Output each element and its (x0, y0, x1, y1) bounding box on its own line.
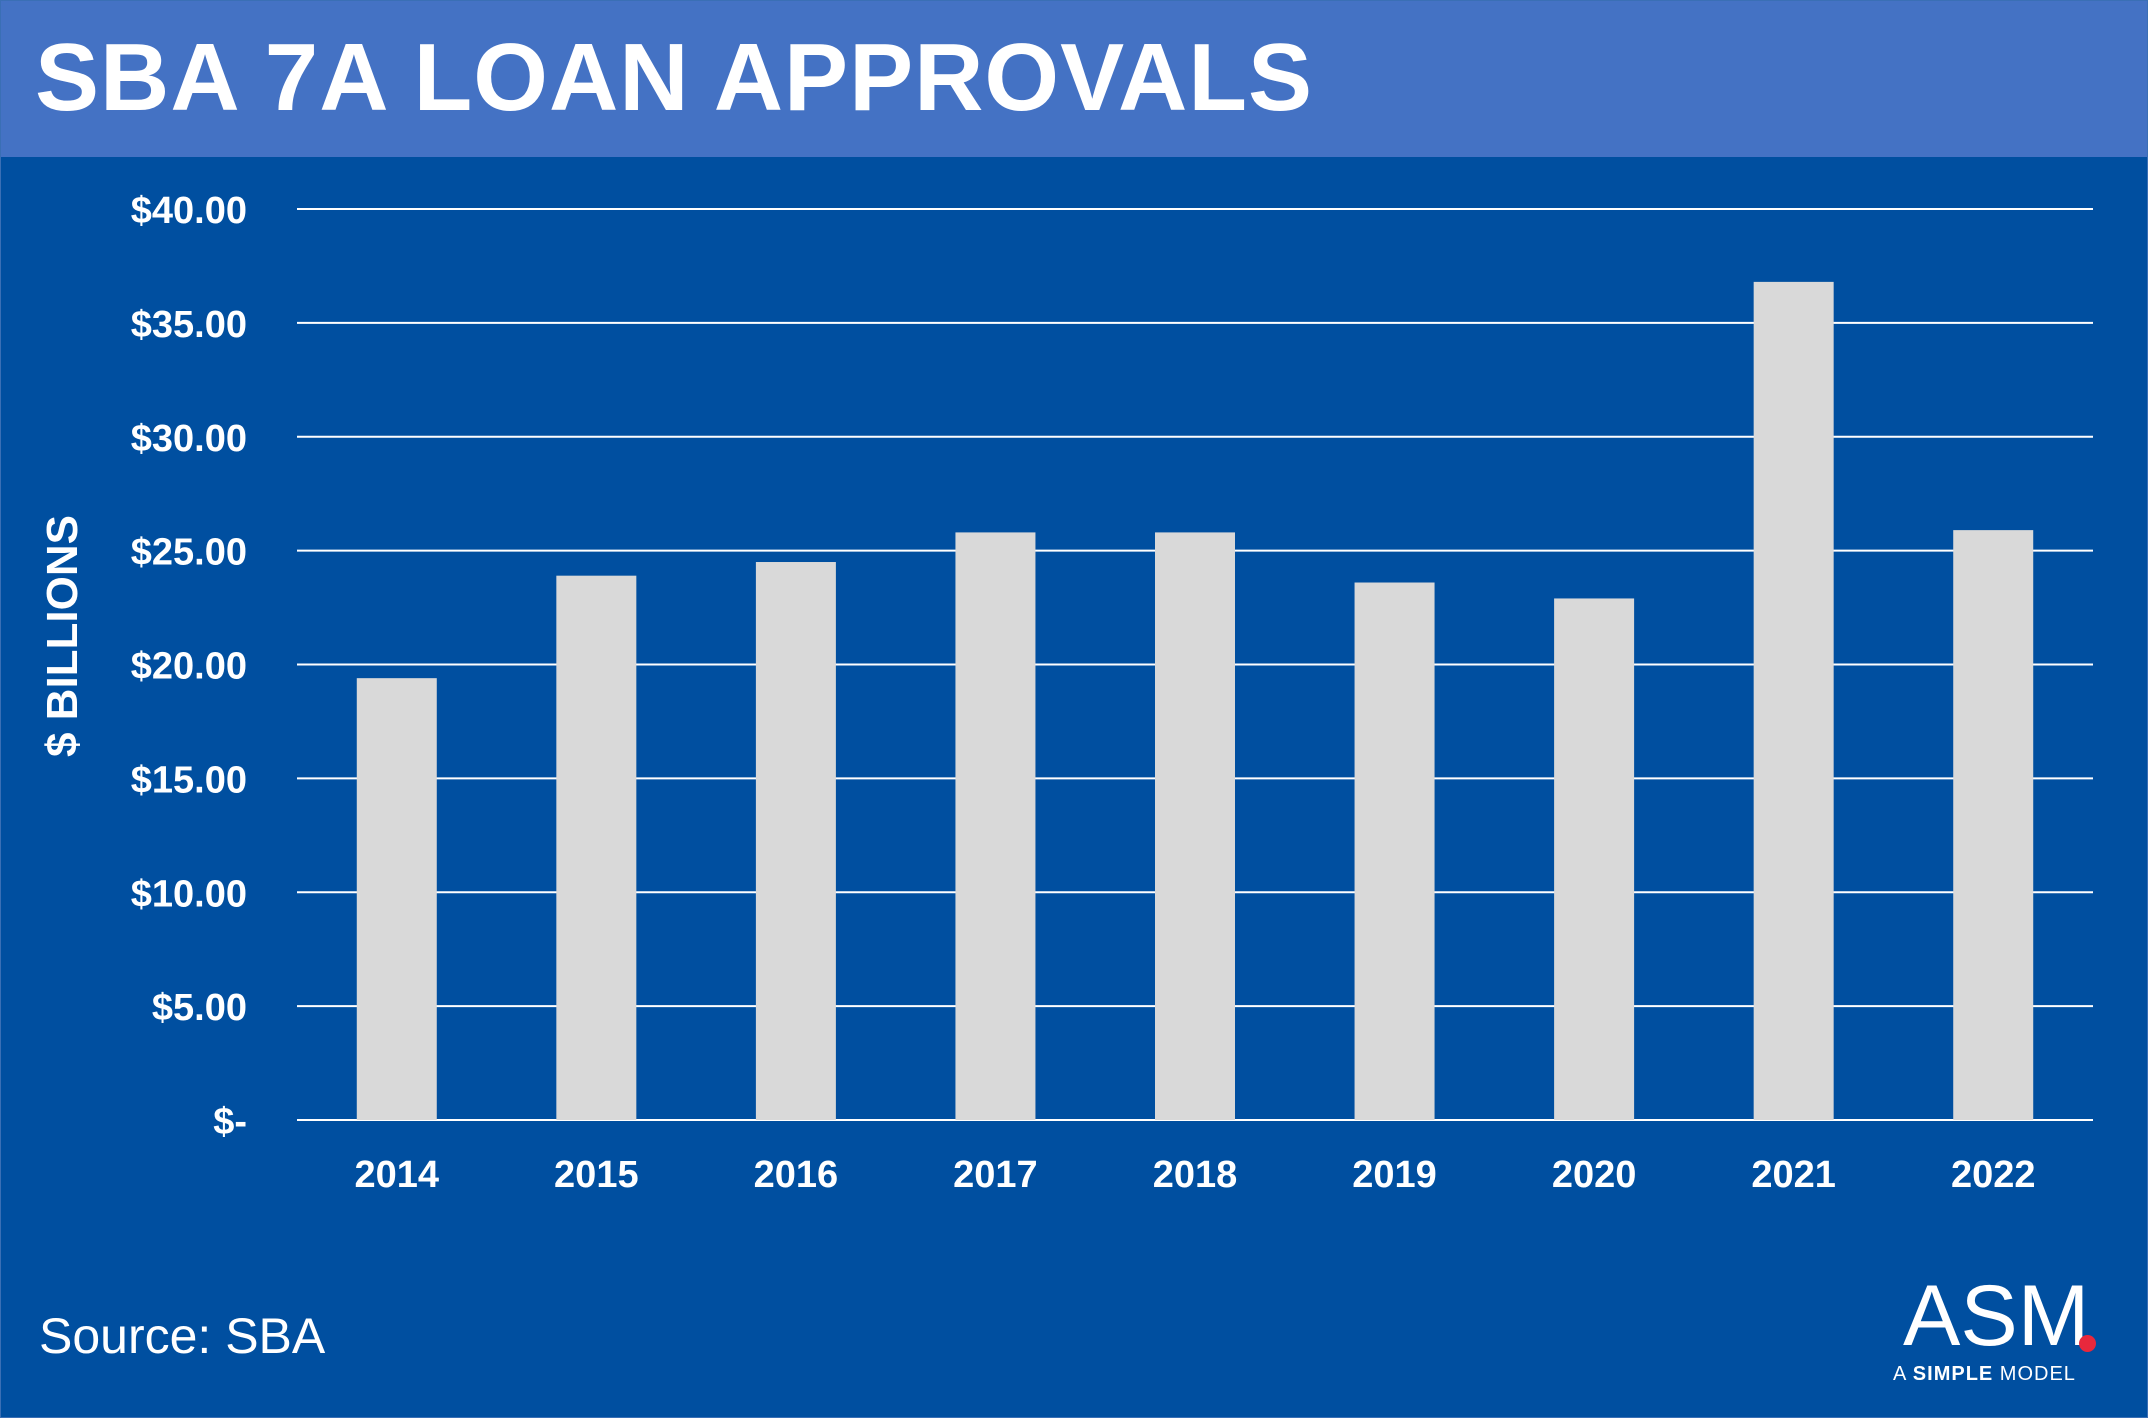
bars (356, 281, 2034, 1120)
source-note: Source: SBA (39, 1308, 326, 1364)
x-tick-label-2016: 2016 (754, 1154, 839, 1196)
logo-tagline: A SIMPLE MODEL (1893, 1363, 2076, 1386)
y-tick-label: $20.00 (131, 646, 247, 688)
y-tick-label: $35.00 (131, 304, 247, 346)
bar-2022 (1953, 530, 2034, 1120)
bar-2020 (1554, 598, 1635, 1120)
y-tick-label: $5.00 (152, 987, 247, 1029)
y-tick-label: $25.00 (131, 532, 247, 574)
bar-2015 (556, 575, 637, 1120)
bar-2014 (356, 678, 437, 1120)
bar-2019 (1354, 582, 1435, 1120)
x-tick-label-2017: 2017 (953, 1154, 1038, 1196)
y-tick-label: $10.00 (131, 873, 247, 915)
y-axis-tick-labels: $- $5.00 $10.00 $15.00 $20.00 $25.00 $30.00 $35… (131, 190, 247, 1143)
bar-2021 (1753, 281, 1834, 1120)
logo-tagline-suffix: MODEL (1993, 1363, 2076, 1385)
logo-tagline-prefix: A (1893, 1363, 1913, 1385)
x-tick-label-2021: 2021 (1751, 1154, 1836, 1196)
bar-2018 (1155, 532, 1235, 1120)
page-title: SBA 7A LOAN APPROVALS (35, 24, 1313, 131)
bar-2017 (955, 532, 1036, 1120)
title-bar: SBA 7A LOAN APPROVALS (1, 1, 2147, 157)
logo-tagline-bold: SIMPLE (1912, 1363, 1994, 1385)
x-axis-tick-labels: 2014 2015 2016 2017 2018 2019 2020 2021 2022 (355, 1154, 2036, 1196)
x-tick-label-2018: 2018 (1153, 1154, 1238, 1196)
logo-mark: ASM (1903, 1268, 2090, 1364)
bar-2016 (755, 562, 836, 1120)
y-tick-label: $- (213, 1101, 247, 1143)
y-tick-label: $30.00 (131, 418, 247, 460)
y-axis-label: $ BILLIONS (38, 515, 87, 757)
asm-logo: ASM A SIMPLE MODEL (1889, 1268, 2096, 1386)
x-tick-label-2019: 2019 (1352, 1154, 1437, 1196)
x-tick-label-2014: 2014 (355, 1154, 440, 1196)
x-tick-label-2020: 2020 (1552, 1154, 1637, 1196)
bar-chart: $- $5.00 $10.00 $15.00 $20.00 $25.00 $30.00 $35… (38, 190, 2093, 1196)
x-tick-label-2015: 2015 (554, 1154, 639, 1196)
x-tick-label-2022: 2022 (1951, 1154, 2036, 1196)
y-tick-label: $15.00 (131, 759, 247, 801)
logo-dot (2079, 1335, 2096, 1352)
y-tick-label: $40.00 (131, 190, 247, 232)
